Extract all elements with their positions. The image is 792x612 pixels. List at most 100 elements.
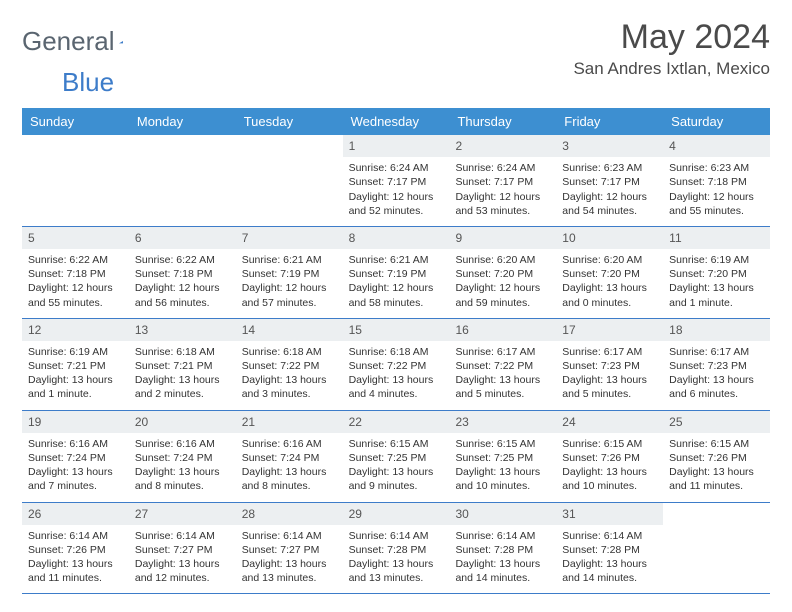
day-header: Tuesday: [236, 108, 343, 135]
day-cell: 17Sunrise: 6:17 AMSunset: 7:23 PMDayligh…: [556, 319, 663, 410]
day-cell: 26Sunrise: 6:14 AMSunset: 7:26 PMDayligh…: [22, 503, 129, 594]
daylight-text: Daylight: 13 hours and 8 minutes.: [242, 465, 337, 493]
day-cell: 20Sunrise: 6:16 AMSunset: 7:24 PMDayligh…: [129, 411, 236, 502]
sunset-text: Sunset: 7:24 PM: [28, 451, 123, 465]
sunrise-text: Sunrise: 6:18 AM: [349, 345, 444, 359]
week-row: 12Sunrise: 6:19 AMSunset: 7:21 PMDayligh…: [22, 319, 770, 411]
day-cell: 14Sunrise: 6:18 AMSunset: 7:22 PMDayligh…: [236, 319, 343, 410]
sunrise-text: Sunrise: 6:15 AM: [349, 437, 444, 451]
day-number: [129, 135, 236, 157]
day-cell: 18Sunrise: 6:17 AMSunset: 7:23 PMDayligh…: [663, 319, 770, 410]
sunset-text: Sunset: 7:17 PM: [455, 175, 550, 189]
week-row: 5Sunrise: 6:22 AMSunset: 7:18 PMDaylight…: [22, 227, 770, 319]
day-number: 25: [663, 411, 770, 433]
day-cell: 28Sunrise: 6:14 AMSunset: 7:27 PMDayligh…: [236, 503, 343, 594]
day-cell: 15Sunrise: 6:18 AMSunset: 7:22 PMDayligh…: [343, 319, 450, 410]
day-header-row: SundayMondayTuesdayWednesdayThursdayFrid…: [22, 108, 770, 135]
day-cell: 19Sunrise: 6:16 AMSunset: 7:24 PMDayligh…: [22, 411, 129, 502]
day-number: 27: [129, 503, 236, 525]
day-number: 22: [343, 411, 450, 433]
sunrise-text: Sunrise: 6:16 AM: [242, 437, 337, 451]
sunrise-text: Sunrise: 6:17 AM: [455, 345, 550, 359]
sunrise-text: Sunrise: 6:22 AM: [135, 253, 230, 267]
sunset-text: Sunset: 7:19 PM: [242, 267, 337, 281]
week-row: 26Sunrise: 6:14 AMSunset: 7:26 PMDayligh…: [22, 503, 770, 595]
day-header: Sunday: [22, 108, 129, 135]
day-number: 21: [236, 411, 343, 433]
sunset-text: Sunset: 7:27 PM: [135, 543, 230, 557]
week-row: 1Sunrise: 6:24 AMSunset: 7:17 PMDaylight…: [22, 135, 770, 227]
day-cell: 16Sunrise: 6:17 AMSunset: 7:22 PMDayligh…: [449, 319, 556, 410]
sunset-text: Sunset: 7:28 PM: [455, 543, 550, 557]
sunrise-text: Sunrise: 6:23 AM: [669, 161, 764, 175]
sunrise-text: Sunrise: 6:14 AM: [349, 529, 444, 543]
daylight-text: Daylight: 13 hours and 10 minutes.: [562, 465, 657, 493]
sunset-text: Sunset: 7:21 PM: [135, 359, 230, 373]
day-cell: 21 Sunrise: 6:16 AMSunset: 7:24 PMDayligh…: [236, 411, 343, 502]
sunset-text: Sunset: 7:22 PM: [349, 359, 444, 373]
month-title: May 2024: [573, 18, 770, 57]
day-number: 30: [449, 503, 556, 525]
sunrise-text: Sunrise: 6:15 AM: [669, 437, 764, 451]
day-header: Friday: [556, 108, 663, 135]
daylight-text: Daylight: 13 hours and 11 minutes.: [669, 465, 764, 493]
daylight-text: Daylight: 13 hours and 13 minutes.: [242, 557, 337, 585]
day-number: 20: [129, 411, 236, 433]
day-number: 16: [449, 319, 556, 341]
day-number: 2: [449, 135, 556, 157]
day-number: 1: [343, 135, 450, 157]
day-cell: 27Sunrise: 6:14 AMSunset: 7:27 PMDayligh…: [129, 503, 236, 594]
sunset-text: Sunset: 7:19 PM: [349, 267, 444, 281]
title-block: May 2024 San Andres Ixtlan, Mexico: [573, 18, 770, 79]
daylight-text: Daylight: 13 hours and 7 minutes.: [28, 465, 123, 493]
day-cell: 6Sunrise: 6:22 AMSunset: 7:18 PMDaylight…: [129, 227, 236, 318]
day-number: [663, 503, 770, 525]
sunrise-text: Sunrise: 6:16 AM: [135, 437, 230, 451]
sunrise-text: Sunrise: 6:23 AM: [562, 161, 657, 175]
sunset-text: Sunset: 7:20 PM: [455, 267, 550, 281]
sunrise-text: Sunrise: 6:24 AM: [349, 161, 444, 175]
day-number: 4: [663, 135, 770, 157]
day-cell: 13Sunrise: 6:18 AMSunset: 7:21 PMDayligh…: [129, 319, 236, 410]
sunset-text: Sunset: 7:20 PM: [562, 267, 657, 281]
day-cell: [663, 503, 770, 594]
daylight-text: Daylight: 12 hours and 54 minutes.: [562, 190, 657, 218]
day-number: 10: [556, 227, 663, 249]
day-cell: 22Sunrise: 6:15 AMSunset: 7:25 PMDayligh…: [343, 411, 450, 502]
sunrise-text: Sunrise: 6:19 AM: [28, 345, 123, 359]
sunset-text: Sunset: 7:26 PM: [28, 543, 123, 557]
sunrise-text: Sunrise: 6:20 AM: [455, 253, 550, 267]
daylight-text: Daylight: 13 hours and 3 minutes.: [242, 373, 337, 401]
daylight-text: Daylight: 13 hours and 12 minutes.: [135, 557, 230, 585]
day-number: 15: [343, 319, 450, 341]
day-number: 24: [556, 411, 663, 433]
day-number: 8: [343, 227, 450, 249]
sunrise-text: Sunrise: 6:15 AM: [562, 437, 657, 451]
day-number: 14: [236, 319, 343, 341]
day-number: 9: [449, 227, 556, 249]
daylight-text: Daylight: 13 hours and 14 minutes.: [562, 557, 657, 585]
day-header: Wednesday: [343, 108, 450, 135]
sunset-text: Sunset: 7:27 PM: [242, 543, 337, 557]
daylight-text: Daylight: 12 hours and 56 minutes.: [135, 281, 230, 309]
logo-text-b: Blue: [62, 67, 114, 98]
day-cell: 8Sunrise: 6:21 AMSunset: 7:19 PMDaylight…: [343, 227, 450, 318]
sunrise-text: Sunrise: 6:18 AM: [242, 345, 337, 359]
daylight-text: Daylight: 12 hours and 53 minutes.: [455, 190, 550, 218]
sunset-text: Sunset: 7:24 PM: [242, 451, 337, 465]
sunset-text: Sunset: 7:17 PM: [562, 175, 657, 189]
day-number: 7: [236, 227, 343, 249]
sunset-text: Sunset: 7:28 PM: [562, 543, 657, 557]
daylight-text: Daylight: 13 hours and 2 minutes.: [135, 373, 230, 401]
sunrise-text: Sunrise: 6:22 AM: [28, 253, 123, 267]
day-cell: 1Sunrise: 6:24 AMSunset: 7:17 PMDaylight…: [343, 135, 450, 226]
sunset-text: Sunset: 7:18 PM: [28, 267, 123, 281]
sunrise-text: Sunrise: 6:24 AM: [455, 161, 550, 175]
day-cell: 31Sunrise: 6:14 AMSunset: 7:28 PMDayligh…: [556, 503, 663, 594]
day-cell: 23Sunrise: 6:15 AMSunset: 7:25 PMDayligh…: [449, 411, 556, 502]
day-number: 18: [663, 319, 770, 341]
week-row: 19Sunrise: 6:16 AMSunset: 7:24 PMDayligh…: [22, 411, 770, 503]
sunset-text: Sunset: 7:17 PM: [349, 175, 444, 189]
location: San Andres Ixtlan, Mexico: [573, 59, 770, 79]
daylight-text: Daylight: 13 hours and 9 minutes.: [349, 465, 444, 493]
